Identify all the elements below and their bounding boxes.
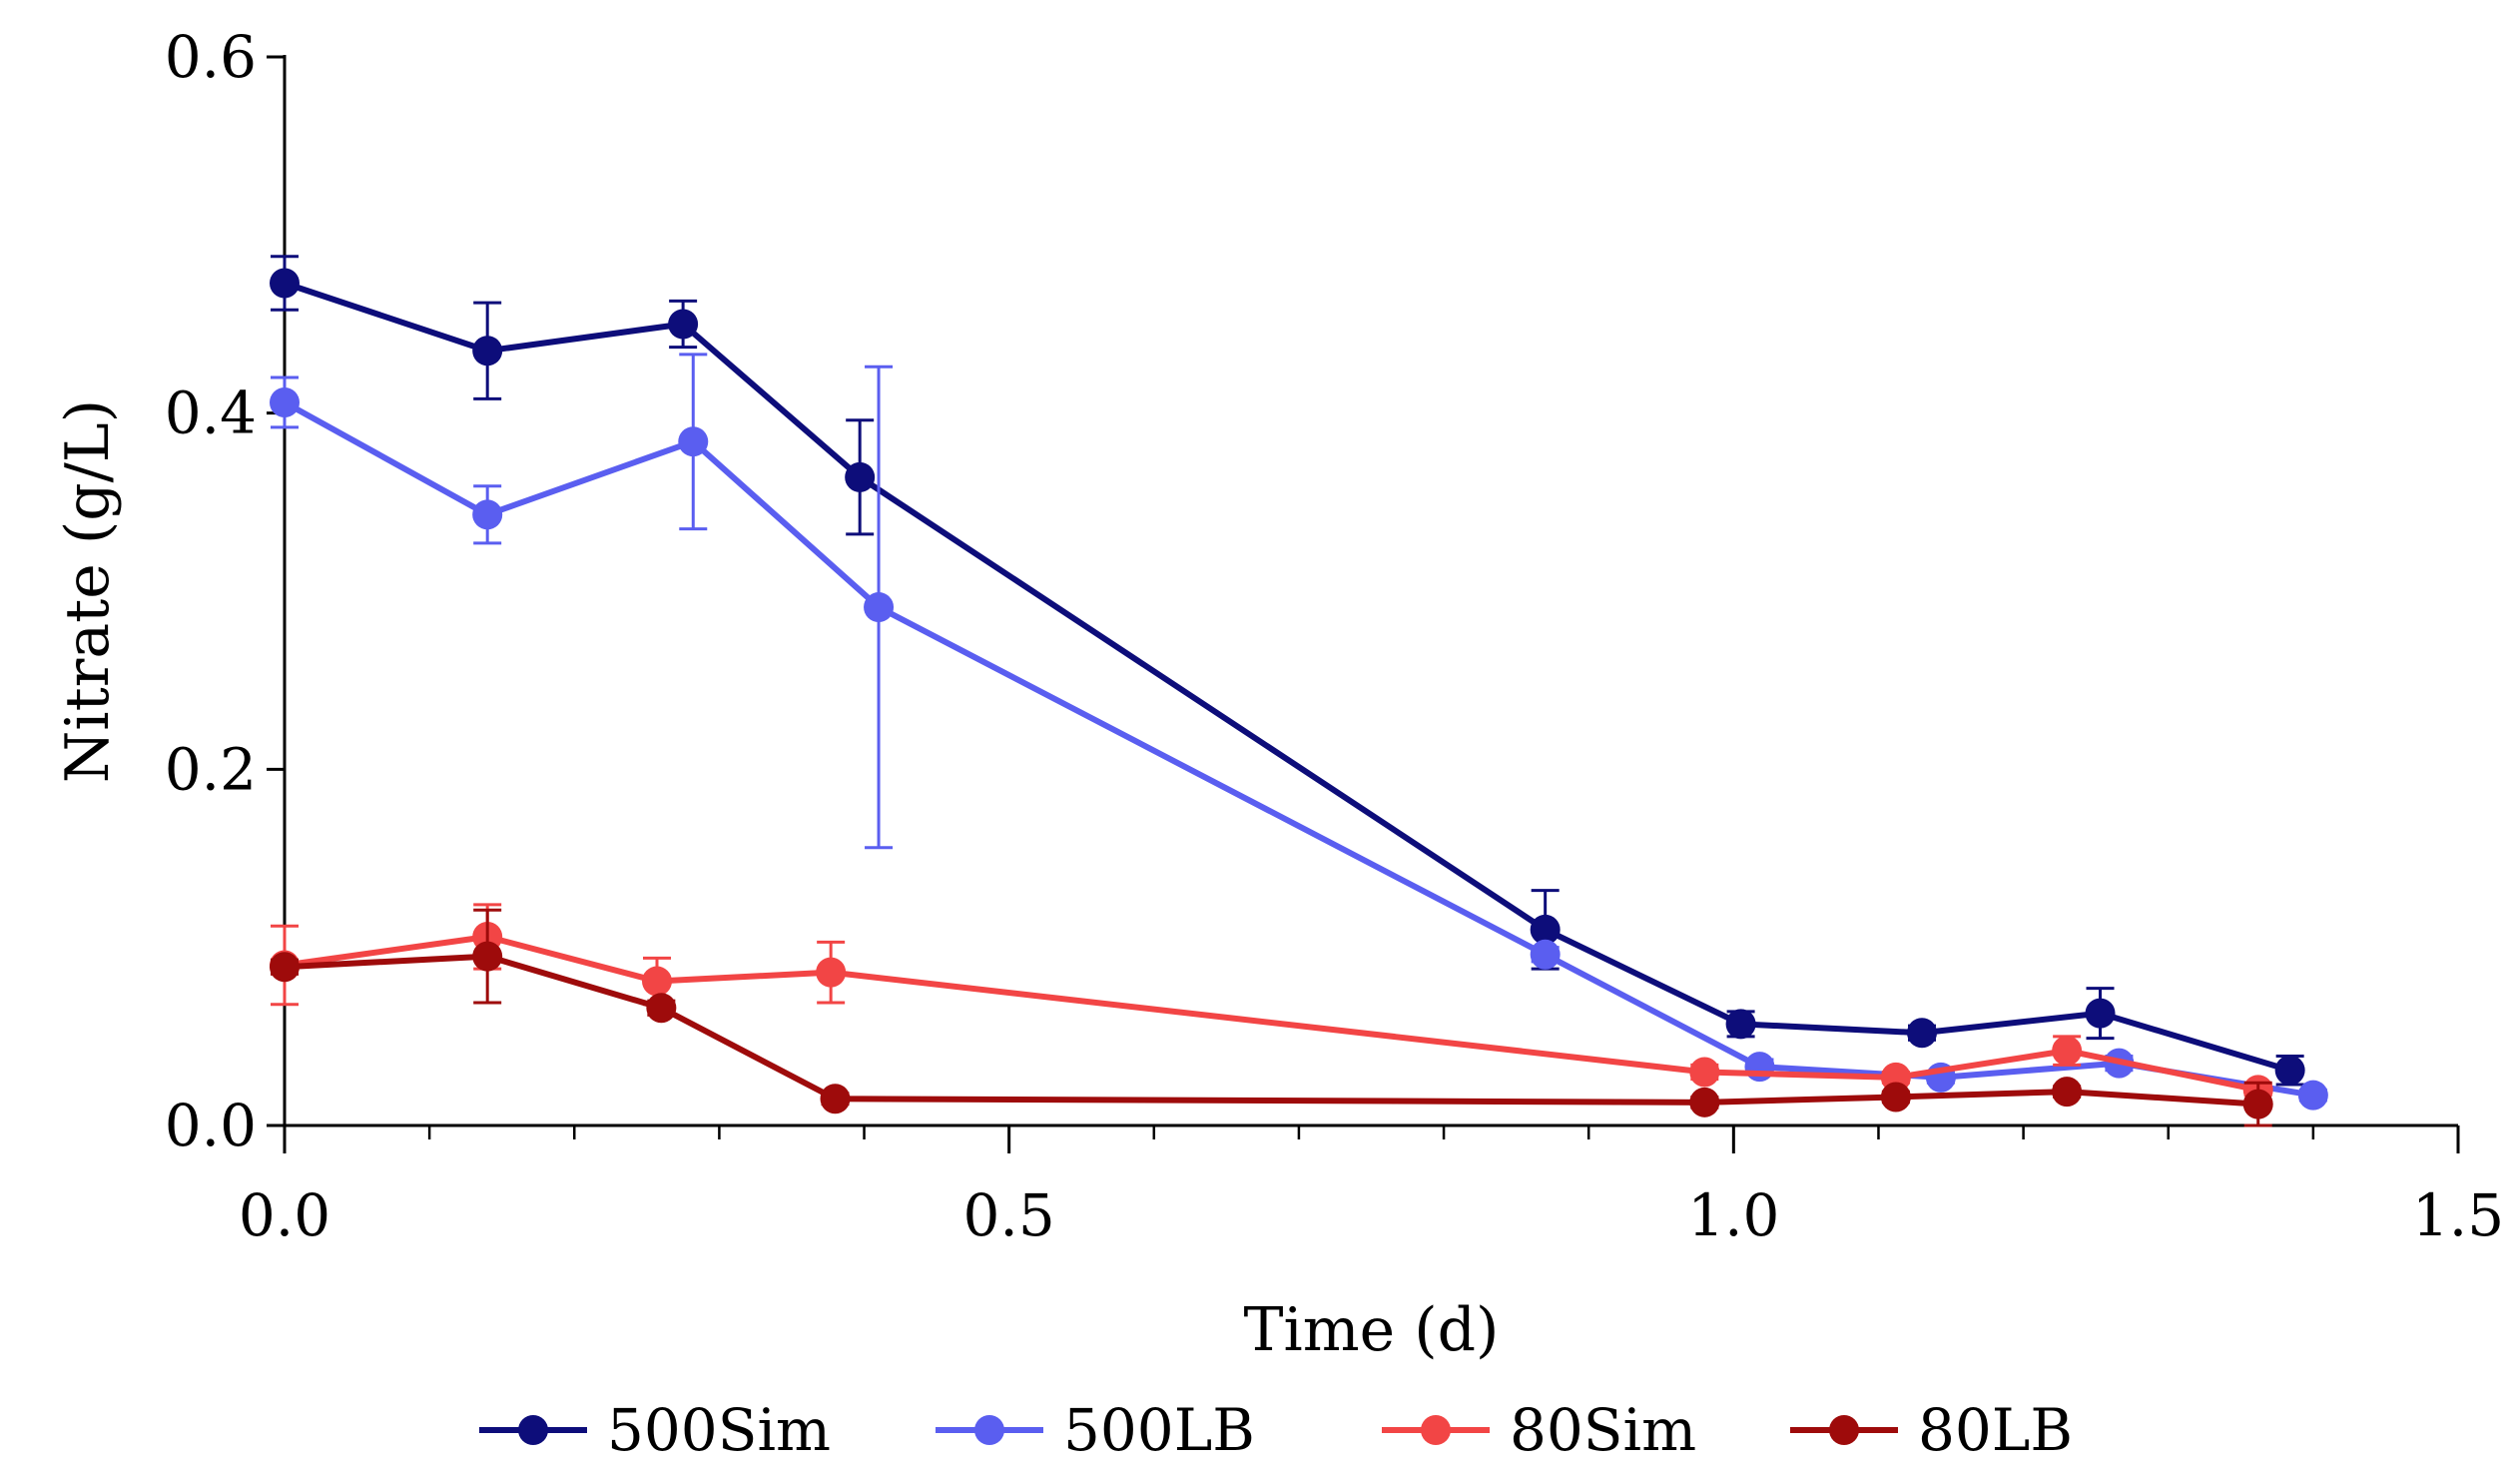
data-point — [472, 499, 503, 530]
data-point — [2297, 1080, 2328, 1111]
legend-label: 500LB — [1063, 1396, 1255, 1464]
data-point — [1880, 1082, 1911, 1112]
series-line-80sim — [284, 933, 2259, 1094]
data-point — [646, 993, 677, 1024]
legend-label: 80LB — [1918, 1396, 2073, 1464]
legend-marker — [974, 1415, 1004, 1445]
series-line-80lb — [284, 953, 2258, 1108]
x-tick-label: 0.5 — [963, 1181, 1055, 1249]
series-line-500sim — [284, 280, 2291, 1074]
legend-marker — [1421, 1415, 1451, 1445]
legend-label: 80Sim — [1510, 1396, 1696, 1464]
legend-marker — [518, 1415, 548, 1445]
legend-label: 500Sim — [607, 1396, 831, 1464]
data-point — [1907, 1018, 1938, 1049]
data-point — [2242, 1089, 2273, 1119]
series-500sim — [270, 255, 2305, 1087]
data-point — [1689, 1057, 1720, 1088]
y-tick-label: 0.2 — [165, 735, 257, 803]
data-point — [2274, 1055, 2305, 1086]
data-point — [668, 309, 699, 340]
legend-item-80lb: 80LB — [1790, 1396, 2073, 1464]
data-point — [472, 336, 503, 367]
data-point — [2052, 1077, 2083, 1108]
x-tick-label: 1.0 — [1687, 1181, 1779, 1249]
data-point — [270, 268, 300, 299]
x-tick-label: 1.5 — [2412, 1181, 2504, 1249]
data-point — [816, 957, 847, 988]
data-point — [864, 592, 895, 623]
data-point — [1530, 939, 1561, 970]
y-tick-label: 0.0 — [165, 1092, 257, 1159]
data-point — [2085, 998, 2116, 1029]
series-500lb — [270, 353, 2328, 1111]
data-point — [2052, 1036, 2083, 1067]
legend: 500Sim 500LB 80Sim 80LB — [479, 1396, 2073, 1464]
series-line-500lb — [283, 399, 2314, 1099]
data-point — [270, 386, 300, 417]
series-layer — [270, 255, 2328, 1127]
y-tick-label: 0.4 — [165, 379, 257, 447]
data-point — [1725, 1009, 1756, 1040]
data-point — [678, 426, 709, 457]
data-point — [820, 1084, 851, 1114]
y-axis-title: Nitrate (g/L) — [53, 399, 123, 783]
legend-item-500sim: 500Sim — [479, 1396, 831, 1464]
legend-item-500lb: 500LB — [936, 1396, 1255, 1464]
x-axis-title: Time (d) — [1244, 1295, 1500, 1365]
y-tick-label: 0.6 — [165, 23, 257, 91]
data-point — [1744, 1052, 1775, 1083]
data-point — [845, 461, 876, 492]
series-80lb — [270, 908, 2273, 1127]
data-point — [1689, 1087, 1720, 1117]
data-point — [472, 941, 503, 972]
data-point — [1530, 914, 1561, 945]
axes: 0.0 0.2 0.4 0.6 0.0 0.5 1.0 1.5 — [165, 23, 2504, 1249]
x-tick-label: 0.0 — [239, 1181, 330, 1249]
data-point — [641, 966, 672, 997]
legend-item-80sim: 80Sim — [1382, 1396, 1696, 1464]
legend-marker — [1829, 1415, 1859, 1445]
data-point — [270, 952, 300, 983]
